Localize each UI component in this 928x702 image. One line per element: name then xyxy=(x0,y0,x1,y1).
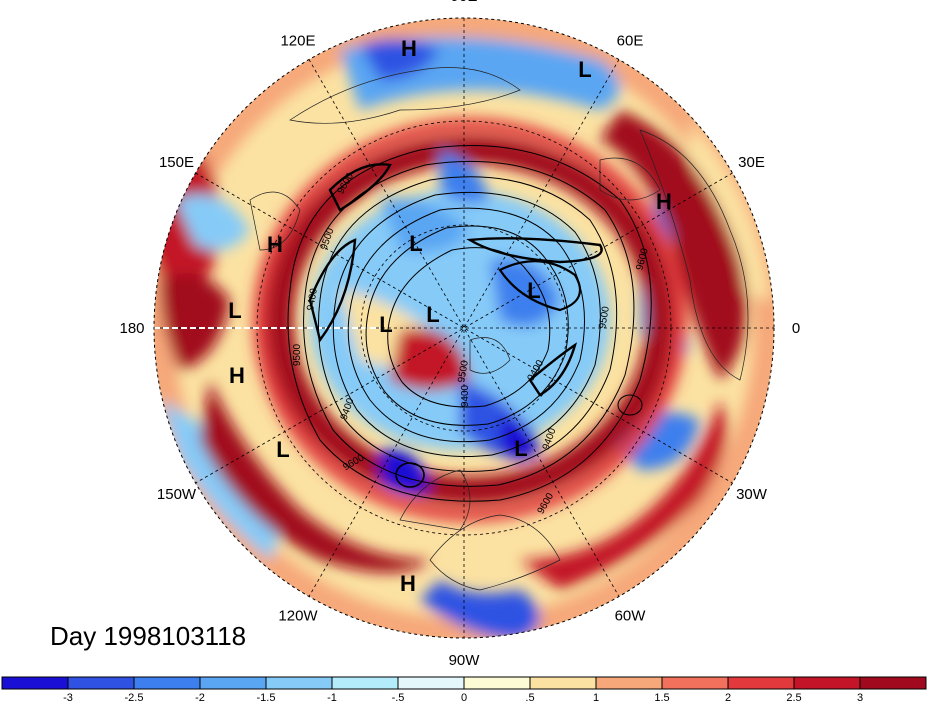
height-contours xyxy=(287,145,652,502)
colorbar-tick-label: -.5 xyxy=(392,692,405,702)
colorbar-swatch xyxy=(794,677,861,689)
contour-label: 9500 xyxy=(597,305,612,329)
day-label: Day 1998103118 xyxy=(50,621,246,651)
colorbar-tick-label: 2 xyxy=(725,692,731,702)
colorbar-swatch xyxy=(68,677,135,689)
colorbar-tick-label: 2.5 xyxy=(786,692,801,702)
colorbar-tick-label: 1 xyxy=(593,692,599,702)
low-pressure-label: L xyxy=(527,278,540,303)
contour-labels: 9600950094009500940096009400960094009500… xyxy=(292,171,651,516)
low-pressure-label: L xyxy=(379,312,392,337)
colorbar-swatch xyxy=(332,677,399,689)
colorbar-swatch xyxy=(266,677,333,689)
colorbar-tick-label: -3 xyxy=(63,692,73,702)
colorbar-tick-label: -2 xyxy=(195,692,205,702)
colorbar-swatch xyxy=(398,677,465,689)
longitude-label: 120W xyxy=(278,608,318,625)
high-pressure-label: H xyxy=(229,363,245,388)
coastlines xyxy=(249,67,749,591)
colorbar-tick-label: 3 xyxy=(857,692,863,702)
longitude-label: 150E xyxy=(159,154,194,171)
low-pressure-label: L xyxy=(578,57,591,82)
contour-label: 9500 xyxy=(456,359,471,383)
high-pressure-label: H xyxy=(656,189,672,214)
contour-label: 9400 xyxy=(305,287,320,311)
colorbar-tick-label: .5 xyxy=(525,692,534,702)
low-pressure-label: L xyxy=(426,302,439,327)
contour-label: 9400 xyxy=(460,384,471,407)
colorbar-swatch xyxy=(860,677,927,689)
low-pressure-label: L xyxy=(514,436,527,461)
colorbar-tick-label: -2.5 xyxy=(125,692,144,702)
colorbar-swatch xyxy=(728,677,795,689)
pressure-centers: H L H H L L L L L H L L H xyxy=(228,36,672,596)
colorbar-tick-label: -1 xyxy=(327,692,337,702)
longitude-label: 60W xyxy=(615,608,647,625)
colorbar-tick-label: 1.5 xyxy=(654,692,669,702)
colorbar-swatch xyxy=(134,677,201,689)
longitude-label: 30W xyxy=(736,486,768,503)
contour-label: 9500 xyxy=(292,343,303,366)
low-pressure-label: L xyxy=(276,437,289,462)
colorbar-swatch xyxy=(596,677,663,689)
colorbar-swatch xyxy=(530,677,597,689)
high-pressure-label: H xyxy=(401,36,417,61)
colorbar-swatch xyxy=(200,677,267,689)
high-pressure-label: H xyxy=(267,232,283,257)
polar-map xyxy=(154,18,774,638)
longitude-label: 90E xyxy=(451,0,478,5)
longitude-label: 120E xyxy=(280,33,315,50)
high-pressure-label: H xyxy=(400,571,416,596)
low-pressure-label: L xyxy=(409,231,422,256)
longitude-label: 90W xyxy=(449,652,481,669)
longitude-label: 180 xyxy=(119,320,144,337)
low-pressure-label: L xyxy=(228,298,241,323)
longitude-label: 60E xyxy=(617,33,644,50)
longitude-label: 150W xyxy=(157,486,197,503)
colorbar-swatch xyxy=(662,677,729,689)
colorbar-swatch xyxy=(464,677,531,689)
colorbar-tick-label: 0 xyxy=(461,692,467,702)
longitude-label: 30E xyxy=(738,154,765,171)
colorbar: -3 -2.5 -2 -1.5 -1 -.5 0 .5 1 1.5 2 2.5 3 xyxy=(1,676,927,702)
anomaly-shading xyxy=(154,18,774,638)
colorbar-swatch xyxy=(2,677,69,689)
map-boundary xyxy=(153,17,775,639)
longitude-label: 0 xyxy=(792,320,800,337)
colorbar-tick-label: -1.5 xyxy=(257,692,276,702)
longitude-labels: 90E 60E 30E 0 30W 60W 90W 120W 150W 180 150E 120E xyxy=(119,0,800,669)
